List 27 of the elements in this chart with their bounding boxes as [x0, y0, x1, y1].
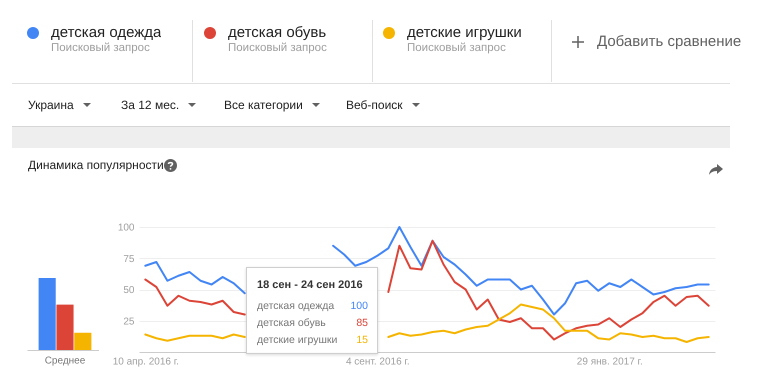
y-tick-label: 50	[123, 285, 135, 296]
text: Веб-поиск	[346, 98, 403, 112]
x-tick-label: 29 янв. 2017 г.	[576, 356, 643, 368]
legend-label: детская обувь	[228, 24, 326, 41]
text: Добавить сравнение	[597, 33, 742, 50]
text: Поисковый запрос	[407, 42, 506, 54]
legend-label: детская одежда	[51, 24, 162, 41]
text: Поисковый запрос	[51, 42, 150, 54]
annotation: 15	[356, 334, 368, 346]
text: За 12 мес.	[121, 98, 180, 112]
annotation: 18 сен - 24 сен 2016	[257, 279, 363, 291]
legend-label: детские игрушки	[407, 24, 522, 41]
x-tick-label: 10 апр. 2016 г.	[112, 356, 179, 368]
annotation: детская одежда	[257, 300, 334, 312]
annotation: детские игрушки	[257, 334, 338, 346]
annotation: 100	[350, 300, 368, 312]
y-tick-label: 75	[123, 254, 135, 265]
annotation: детская обувь	[257, 317, 326, 329]
chart-title: Динамика популярности	[28, 158, 164, 172]
x-tick-label: 4 сент. 2016 г.	[346, 356, 410, 368]
text: Поисковый запрос	[228, 42, 327, 54]
text: Все категории	[224, 98, 303, 112]
y-tick-label: 100	[118, 222, 135, 234]
annotation: 85	[356, 317, 368, 329]
y-tick-label: 25	[123, 316, 135, 328]
x-tick-label: Среднее	[44, 356, 86, 366]
text: Украина	[28, 98, 74, 112]
